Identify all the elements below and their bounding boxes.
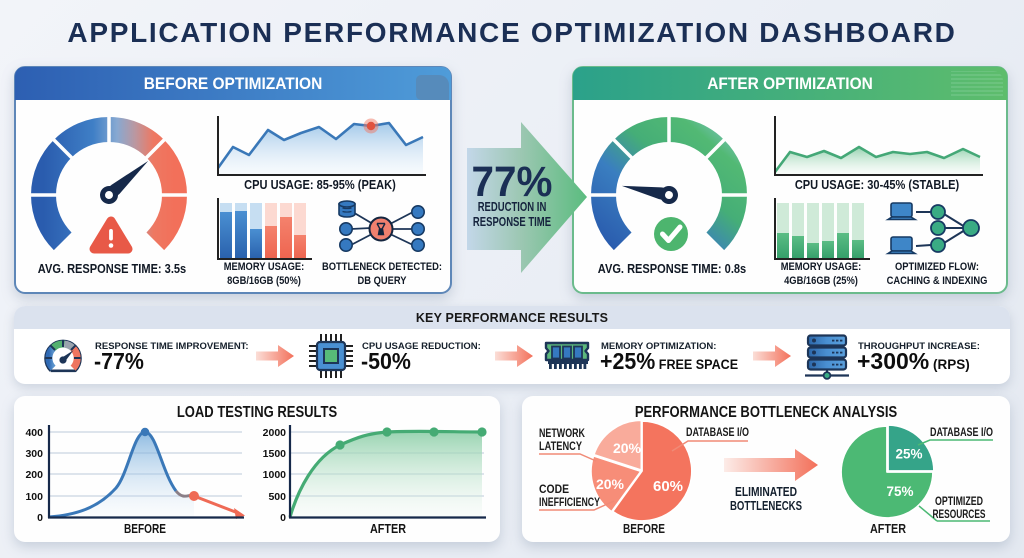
svg-text:200: 200 [25,469,43,481]
svg-text:NETWORK: NETWORK [539,428,586,440]
svg-text:75%: 75% [886,484,913,499]
svg-text:LATENCY: LATENCY [539,441,582,453]
svg-text:OPTIMIZED: OPTIMIZED [935,496,983,508]
svg-text:300: 300 [25,448,43,460]
svg-text:20%: 20% [613,440,642,456]
svg-text:0: 0 [37,512,43,524]
svg-text:AFTER: AFTER [370,521,406,536]
svg-text:BEFORE: BEFORE [623,521,665,536]
svg-text:20%: 20% [596,476,625,492]
svg-text:60%: 60% [653,478,683,495]
svg-text:RESOURCES: RESOURCES [933,509,986,521]
svg-text:1000: 1000 [263,469,287,481]
svg-text:ELIMINATED: ELIMINATED [735,485,797,499]
svg-text:DATABASE I/O: DATABASE I/O [930,427,993,439]
svg-text:100: 100 [25,491,43,503]
svg-text:400: 400 [25,427,43,439]
svg-text:25%: 25% [895,447,922,462]
svg-text:INEFFICIENCY: INEFFICIENCY [539,497,600,509]
svg-text:DATABASE I/O: DATABASE I/O [686,427,749,439]
svg-text:1500: 1500 [263,448,287,460]
svg-text:BEFORE: BEFORE [124,521,166,536]
svg-text:AFTER: AFTER [870,521,906,536]
svg-text:2000: 2000 [263,427,287,439]
svg-text:CODE: CODE [539,484,569,496]
svg-text:0: 0 [280,512,286,524]
svg-text:500: 500 [268,491,286,503]
svg-text:BOTTLENECKS: BOTTLENECKS [730,499,802,513]
